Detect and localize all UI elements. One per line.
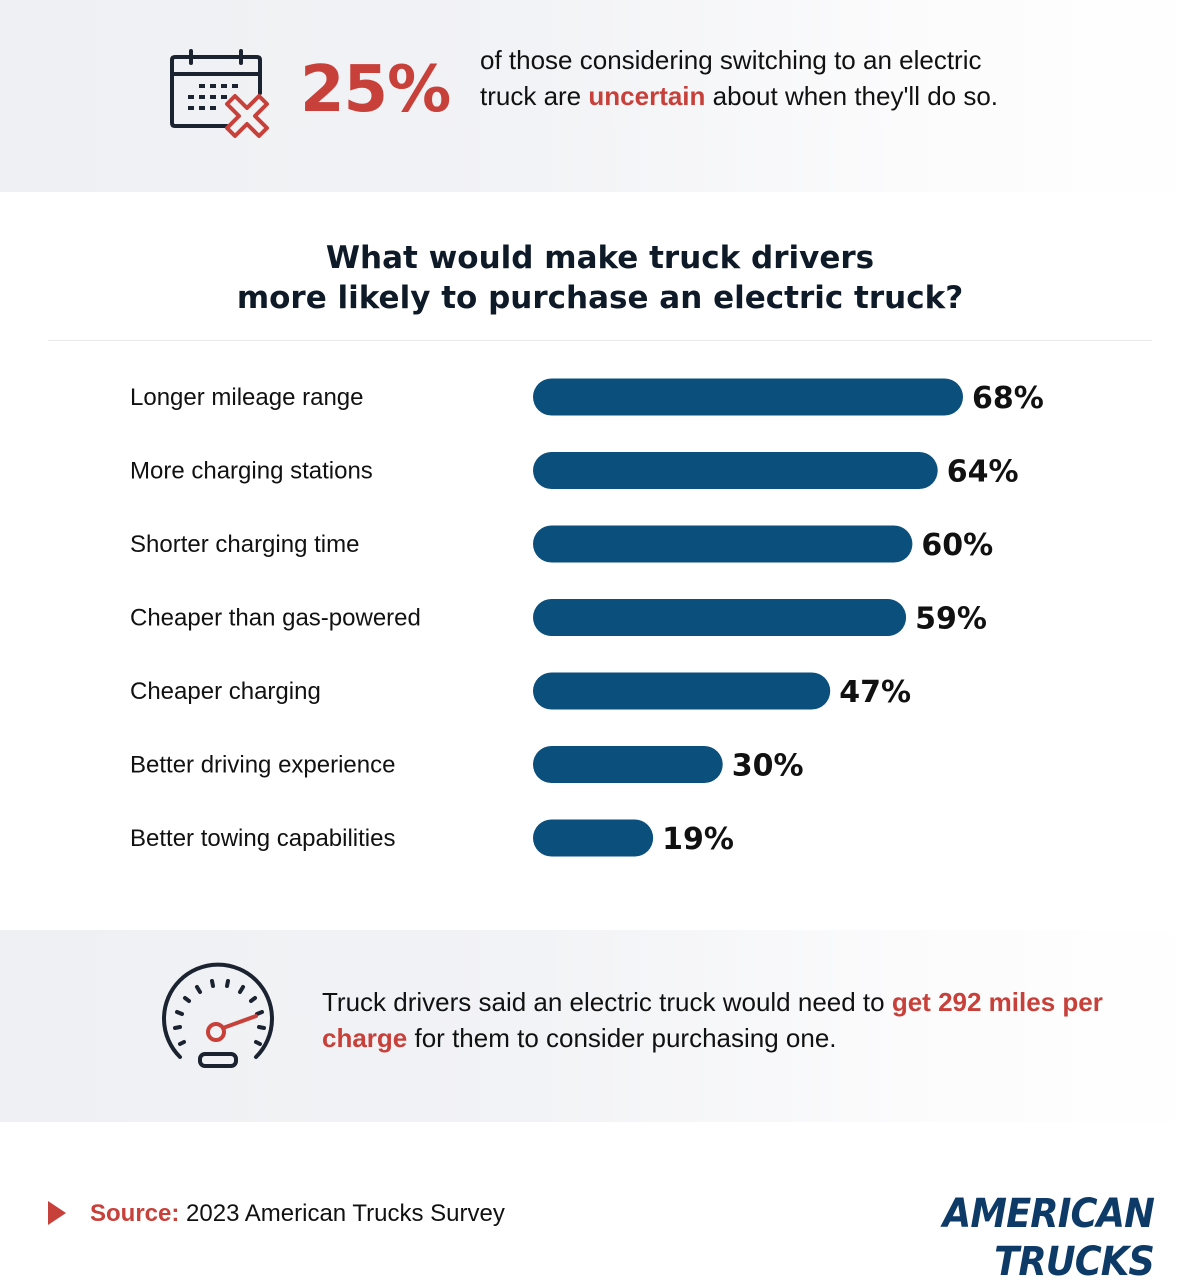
source-text: 2023 American Trucks Survey bbox=[186, 1200, 505, 1227]
speedometer-icon bbox=[162, 962, 274, 1068]
category-label: Longer mileage range bbox=[130, 384, 364, 411]
source-label: Source: bbox=[90, 1200, 180, 1227]
value-label: 47% bbox=[839, 675, 911, 710]
bar-chart: Longer mileage range 68% More charging sta… bbox=[130, 378, 1044, 857]
value-label: 19% bbox=[662, 822, 734, 857]
triangle-bullet-icon bbox=[48, 1200, 66, 1225]
chart-title: What would make truck drivers more likel… bbox=[0, 238, 1200, 318]
fact-band bbox=[0, 930, 1200, 1122]
category-label: Shorter charging time bbox=[130, 531, 359, 558]
stat-highlight: uncertain bbox=[588, 81, 706, 111]
stat-description: of those considering switching to an ele… bbox=[480, 42, 1000, 114]
fact-description: Truck drivers said an electric truck wou… bbox=[322, 984, 1122, 1056]
category-label: Better driving experience bbox=[130, 752, 395, 779]
value-label: 59% bbox=[915, 602, 987, 637]
source-line: Source: 2023 American Trucks Survey bbox=[48, 1198, 505, 1230]
chart-title-line-1: What would make truck drivers bbox=[325, 240, 875, 276]
stat-text-before: of those considering switching to an ele… bbox=[480, 45, 982, 111]
bar bbox=[533, 452, 938, 489]
fact-text-after: for them to consider purchasing one. bbox=[414, 1023, 837, 1053]
calendar-x-icon bbox=[170, 49, 269, 138]
bar bbox=[533, 378, 963, 416]
category-label: More charging stations bbox=[130, 458, 373, 485]
bar bbox=[533, 599, 907, 636]
stat-percentage: 25% bbox=[300, 53, 451, 127]
fact-text-before: Truck drivers said an electric truck wou… bbox=[322, 987, 885, 1017]
category-label: Better towing capabilities bbox=[130, 825, 395, 852]
chart-title-line-2: more likely to purchase an electric truc… bbox=[236, 280, 964, 316]
stat-text-after: about when they'll do so. bbox=[712, 81, 999, 111]
category-label: Cheaper than gas-powered bbox=[130, 605, 421, 632]
fact-highlight: get 292 miles per charge bbox=[322, 987, 1103, 1053]
value-label: 64% bbox=[947, 455, 1019, 490]
bar bbox=[533, 746, 723, 783]
value-label: 30% bbox=[732, 749, 804, 784]
title-divider bbox=[48, 340, 1152, 341]
bar bbox=[533, 525, 913, 563]
value-label: 68% bbox=[972, 381, 1044, 416]
value-label: 60% bbox=[921, 528, 993, 563]
category-label: Cheaper charging bbox=[130, 678, 321, 705]
bar bbox=[533, 819, 654, 857]
brand-logo: AMERICAN TRUCKS bbox=[942, 1191, 1155, 1285]
bar bbox=[533, 672, 831, 710]
